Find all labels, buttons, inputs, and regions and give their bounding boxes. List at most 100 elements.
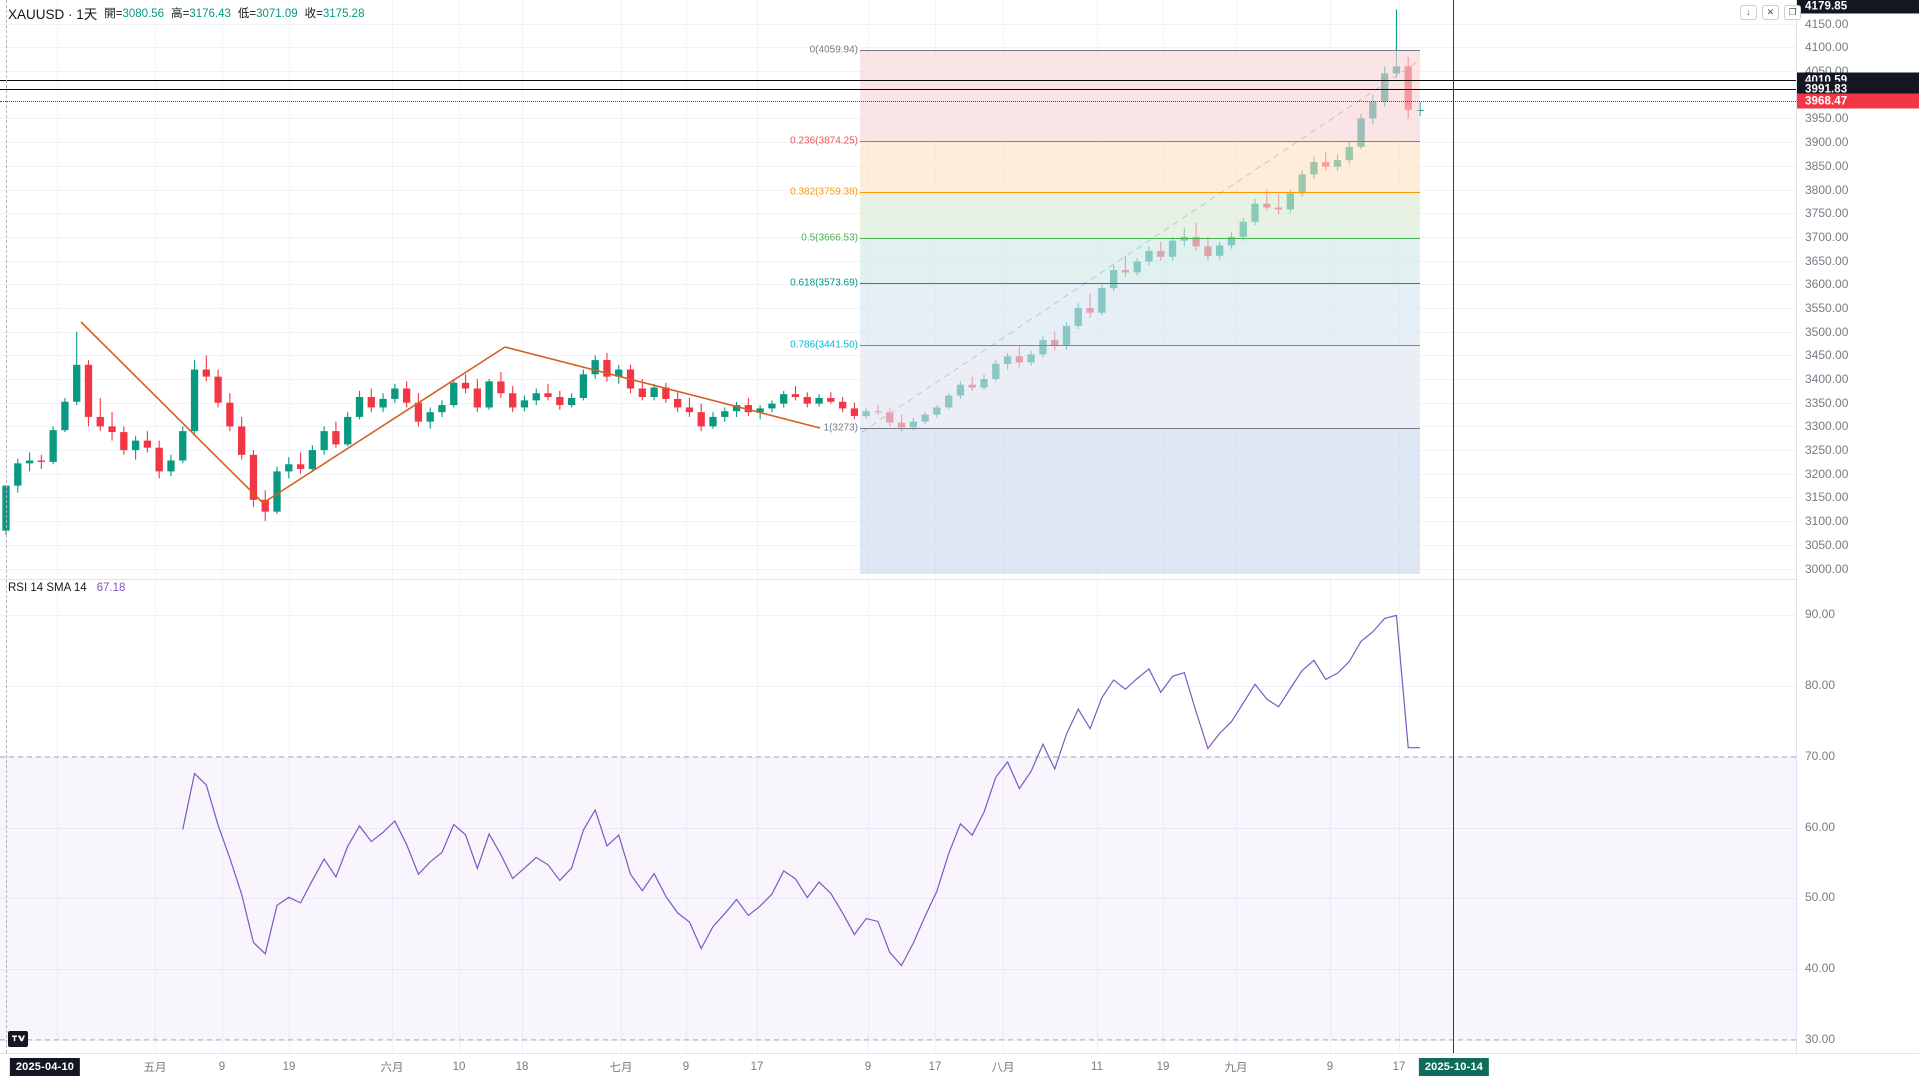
candle-body: [131, 440, 140, 451]
minimize-pane-button[interactable]: ↓: [1740, 5, 1757, 20]
time-gridline: [868, 580, 869, 1053]
rsi-gridline: [0, 756, 1796, 758]
candle-body: [14, 463, 22, 486]
fib-band: [860, 141, 1420, 192]
selection-start-line: [6, 0, 7, 1053]
time-gridline: [289, 580, 290, 1053]
candle-body: [461, 382, 470, 389]
candle-body: [285, 464, 293, 472]
candle-body: [815, 397, 823, 404]
candle-body: [803, 397, 811, 404]
candle-body: [367, 397, 375, 408]
candle-body: [273, 471, 281, 512]
time-tick-label: 六月: [380, 1062, 404, 1074]
fib-level-line[interactable]: [860, 428, 1420, 429]
symbol-label[interactable]: XAUUSD · 1天: [8, 7, 98, 22]
price-tick-label: 3300.00: [1805, 419, 1849, 434]
restore-pane-button[interactable]: ❐: [1784, 5, 1801, 20]
candle-body: [497, 381, 505, 394]
price-tick-label: 3500.00: [1805, 324, 1849, 339]
fibonacci-retracement[interactable]: 0(4059.94) 0.236(3874.25) 0.382(3759.38) 0.…: [790, 45, 1420, 574]
pane-controls[interactable]: ↓ ✕ ❐: [1740, 5, 1801, 20]
open-label: 開=: [104, 8, 123, 20]
candle-body: [355, 397, 364, 417]
fib-band: [860, 345, 1420, 428]
time-tick-label: 19: [282, 1061, 296, 1073]
candle-body: [261, 499, 269, 512]
candle-body: [544, 393, 552, 398]
fib-level-line[interactable]: [860, 238, 1420, 239]
time-tick-label: 五月: [143, 1062, 167, 1074]
candle-body: [202, 369, 210, 377]
maximize-pane-button[interactable]: ✕: [1762, 5, 1779, 20]
price-tick-label: 3050.00: [1805, 537, 1849, 552]
rsi-gridline: [0, 969, 1796, 971]
time-tick-label: 9: [218, 1061, 226, 1073]
candle-body: [37, 460, 46, 462]
candle-body: [709, 416, 717, 427]
time-gridline: [57, 580, 58, 1053]
candle-body: [838, 401, 847, 409]
descending-resistance[interactable]: [504, 346, 821, 429]
rsi-tick-label: 80.00: [1805, 678, 1836, 693]
time-gridline: [757, 0, 758, 578]
price-tick-label: 3900.00: [1805, 135, 1849, 150]
last-price-tag[interactable]: 3968.47: [1797, 93, 1919, 109]
candle-body: [485, 381, 493, 408]
fib-level-label: 0.786(3441.50): [790, 339, 858, 351]
candle-body: [320, 431, 328, 451]
high-price-tag[interactable]: 4179.85: [1797, 0, 1919, 14]
candle-body: [402, 388, 411, 403]
horizontal-price-line[interactable]: [0, 89, 1796, 90]
uptrend-leg[interactable]: [262, 346, 506, 504]
candle-body: [579, 374, 588, 398]
fib-level-label: 0(4059.94): [809, 44, 858, 56]
fib-band: [860, 50, 1420, 141]
candle-body: [308, 450, 317, 470]
rsi-background: [0, 580, 1796, 1053]
end-date-tag[interactable]: 2025-10-14: [1418, 1058, 1490, 1076]
time-gridline: [222, 580, 223, 1053]
fib-level-label: 0.382(3759.38): [790, 186, 858, 198]
candle-body: [732, 405, 741, 412]
candle-body: [379, 398, 387, 408]
level-price-tag-2[interactable]: 3991.83: [1797, 81, 1919, 97]
horizontal-price-line[interactable]: [0, 80, 1796, 81]
time-tick-label: 17: [1392, 1061, 1406, 1073]
candle-body: [179, 431, 187, 461]
price-tick-label: 4100.00: [1805, 40, 1849, 55]
candle-body: [414, 402, 423, 422]
price-scale[interactable]: 4150.00 4100.00 4050.00 3950.00 3900.00 3850.…: [1796, 0, 1919, 1053]
rsi-tick-label: 50.00: [1805, 890, 1836, 905]
candle-body: [520, 400, 529, 408]
price-pane[interactable]: 0(4059.94) 0.236(3874.25) 0.382(3759.38) 0.…: [0, 0, 1796, 578]
rsi-pane[interactable]: [0, 579, 1796, 1053]
time-gridline: [1330, 580, 1331, 1053]
fib-level-line[interactable]: [860, 283, 1420, 284]
time-scale[interactable]: 17五月919六月1018七月917917八月1119九月917十月2025-0…: [0, 1053, 1919, 1079]
time-gridline: [289, 0, 290, 578]
price-tick-label: 3350.00: [1805, 395, 1849, 410]
time-gridline: [621, 0, 622, 578]
last-price-line[interactable]: [0, 101, 1796, 102]
close-label: 收=: [304, 8, 323, 20]
candle-body: [143, 440, 152, 448]
rsi-legend[interactable]: RSI 14 SMA 14 67.18: [8, 582, 125, 594]
fib-level-line[interactable]: [860, 50, 1420, 51]
candle-body: [84, 364, 93, 417]
time-gridline: [222, 0, 223, 578]
time-tick-label: 九月: [1224, 1062, 1248, 1074]
fib-level-line[interactable]: [860, 192, 1420, 193]
candle-body: [721, 411, 729, 417]
fib-level-line[interactable]: [860, 345, 1420, 346]
downtrend-leg[interactable]: [80, 321, 264, 504]
candle-body: [108, 426, 116, 433]
close-value: 3175.28: [322, 8, 365, 20]
time-gridline: [392, 0, 393, 578]
rsi-tick-label: 90.00: [1805, 607, 1836, 622]
fib-level-line[interactable]: [860, 141, 1420, 142]
start-date-tag[interactable]: 2025-04-10: [9, 1058, 81, 1076]
candle-body: [650, 387, 658, 398]
chart-legend[interactable]: XAUUSD · 1天 開=3080.56 高=3176.43 低=3071.0…: [8, 4, 364, 22]
time-gridline: [1097, 580, 1098, 1053]
